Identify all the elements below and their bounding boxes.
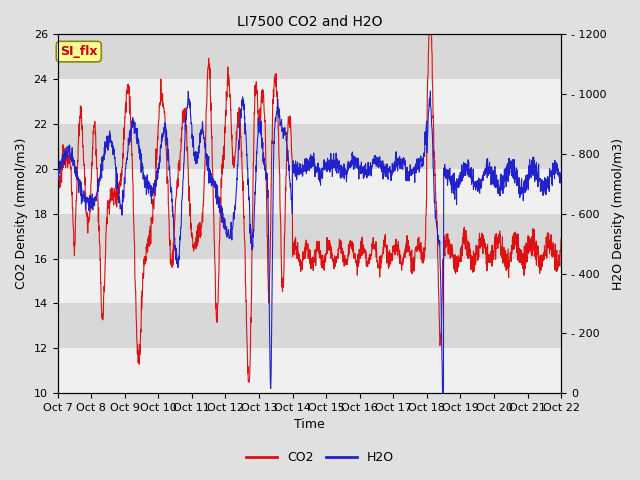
Y-axis label: CO2 Density (mmol/m3): CO2 Density (mmol/m3) (15, 138, 28, 289)
Y-axis label: H2O Density (mmol/m3): H2O Density (mmol/m3) (612, 138, 625, 290)
Bar (58, 35, 561, 79)
X-axis label: Time: Time (294, 419, 324, 432)
Bar (58, 169, 561, 214)
Text: SI_flx: SI_flx (60, 45, 97, 58)
Legend: CO2, H2O: CO2, H2O (241, 446, 399, 469)
Bar (58, 79, 561, 124)
Bar (58, 303, 561, 348)
Title: LI7500 CO2 and H2O: LI7500 CO2 and H2O (237, 15, 382, 29)
Bar (58, 259, 561, 303)
Bar (58, 124, 561, 169)
Bar (58, 348, 561, 393)
Bar (58, 214, 561, 259)
